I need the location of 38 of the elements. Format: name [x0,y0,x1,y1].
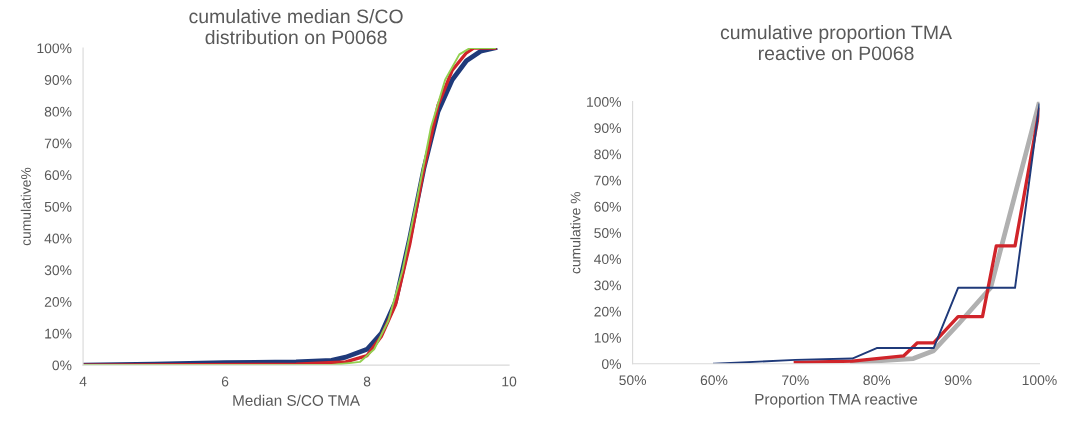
y-tick-label: 60% [594,201,622,212]
x-tick-label: 50% [619,375,647,386]
y-tick-label: 20% [44,297,72,307]
y-tick-label: 90% [594,123,622,134]
y-tick-label: 40% [594,254,622,265]
y-tick-label: 70% [44,138,72,149]
y-tick-label: 70% [594,175,622,186]
x-tick-label: 4 [79,376,87,387]
y-tick-label: 30% [44,265,72,276]
chart-title: cumulative median S/CO distribution on P0068 [189,8,403,45]
y-tick-label: 60% [44,170,72,181]
y-tick-label: 100% [37,43,72,54]
y-tick-label: 10% [594,332,622,343]
x-axis-title: Proportion TMA reactive [755,393,918,408]
chart-title: cumulative proportion TMA reactive on P0068 [720,24,952,61]
y-tick-label: 50% [44,201,72,212]
y-axis-title: cumulative% [20,167,31,246]
y-tick-label: 50% [594,228,622,238]
x-tick-label: 8 [363,376,371,387]
y-tick-label: 0% [52,360,72,371]
x-tick-label: 80% [863,375,891,386]
x-tick-label: 6 [221,376,229,387]
y-tick-label: 80% [44,106,72,117]
y-tick-label: 90% [44,75,72,85]
y-axis-title: cumulative % [570,191,581,274]
x-axis-title: Median S/CO TMA [233,394,361,406]
x-tick-label: 70% [782,375,809,386]
y-tick-label: 80% [594,149,622,160]
x-tick-label: 100% [1022,375,1057,386]
x-tick-label: 10 [502,376,517,387]
x-tick-label: 60% [700,375,728,386]
y-tick-label: 30% [594,280,622,291]
y-tick-label: 40% [44,233,72,244]
y-tick-label: 100% [587,97,622,107]
x-tick-label: 90% [944,375,972,386]
y-tick-label: 20% [594,306,622,317]
y-tick-label: 0% [601,359,621,369]
y-tick-label: 10% [45,328,72,339]
